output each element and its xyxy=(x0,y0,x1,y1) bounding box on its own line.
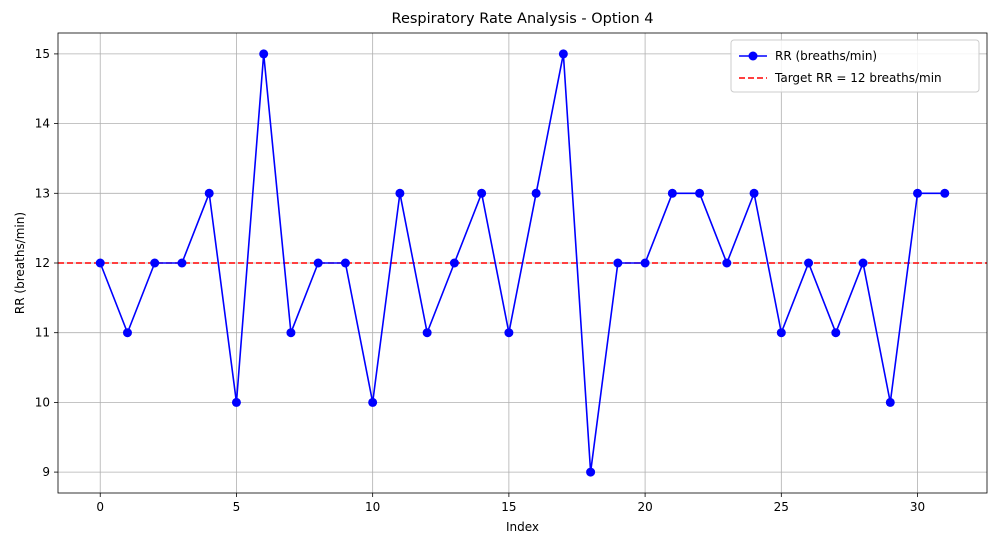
x-tick-label: 20 xyxy=(637,500,652,514)
rr-data-point xyxy=(340,258,350,268)
x-tick-label: 0 xyxy=(96,500,104,514)
x-tick-label: 10 xyxy=(365,500,380,514)
y-tick-label: 13 xyxy=(35,186,50,200)
legend-box xyxy=(730,39,980,93)
rr-data-point xyxy=(940,188,950,198)
rr-data-point xyxy=(695,188,705,198)
legend-series-label: RR (breaths/min) xyxy=(775,49,877,63)
rr-data-point xyxy=(177,258,187,268)
rr-data-point xyxy=(122,328,132,338)
rr-data-point xyxy=(885,397,895,407)
y-tick-label: 11 xyxy=(35,326,50,340)
rr-data-point xyxy=(449,258,459,268)
y-tick-label: 12 xyxy=(35,256,50,270)
rr-data-point xyxy=(504,328,514,338)
rr-data-point xyxy=(558,49,568,59)
rr-data-point xyxy=(640,258,650,268)
y-tick-label: 15 xyxy=(35,47,50,61)
x-tick-label: 5 xyxy=(233,500,241,514)
y-tick-label: 9 xyxy=(42,465,50,479)
rr-data-point xyxy=(286,328,296,338)
chart-title: Respiratory Rate Analysis - Option 4 xyxy=(392,11,654,27)
rr-data-point xyxy=(422,328,432,338)
y-axis-title: RR (breaths/min) xyxy=(13,212,27,314)
rr-data-point xyxy=(749,188,759,198)
rr-data-point xyxy=(231,397,241,407)
rr-data-point xyxy=(477,188,487,198)
x-axis-title: Index xyxy=(506,520,539,534)
legend: RR (breaths/min) Target RR = 12 breaths/m… xyxy=(730,39,980,93)
legend-series-marker xyxy=(748,51,758,61)
rr-data-point xyxy=(586,467,596,477)
rr-data-point xyxy=(313,258,323,268)
rr-data-point xyxy=(95,258,105,268)
rr-data-point xyxy=(368,397,378,407)
x-tick-label: 25 xyxy=(774,500,789,514)
rr-data-point xyxy=(831,328,841,338)
x-tick-label: 15 xyxy=(501,500,516,514)
x-tick-label: 30 xyxy=(910,500,925,514)
rr-series-line xyxy=(99,53,945,473)
rr-data-point xyxy=(204,188,214,198)
y-tick-label: 10 xyxy=(35,395,50,409)
rr-data-point xyxy=(667,188,677,198)
rr-data-point xyxy=(531,188,541,198)
y-axis: 9 10 11 12 13 14 15 xyxy=(35,47,58,479)
rr-data-point xyxy=(804,258,814,268)
rr-data-point xyxy=(259,49,269,59)
series xyxy=(95,49,950,477)
rr-data-point xyxy=(722,258,732,268)
rr-data-point xyxy=(776,328,786,338)
x-axis: 0 5 10 15 20 25 30 xyxy=(96,493,925,514)
rr-data-point xyxy=(395,188,405,198)
rr-data-point xyxy=(150,258,160,268)
y-tick-label: 14 xyxy=(35,117,50,131)
rr-data-point xyxy=(613,258,623,268)
rr-data-point xyxy=(913,188,923,198)
rr-data-point xyxy=(858,258,868,268)
legend-target-label: Target RR = 12 breaths/min xyxy=(774,71,942,85)
